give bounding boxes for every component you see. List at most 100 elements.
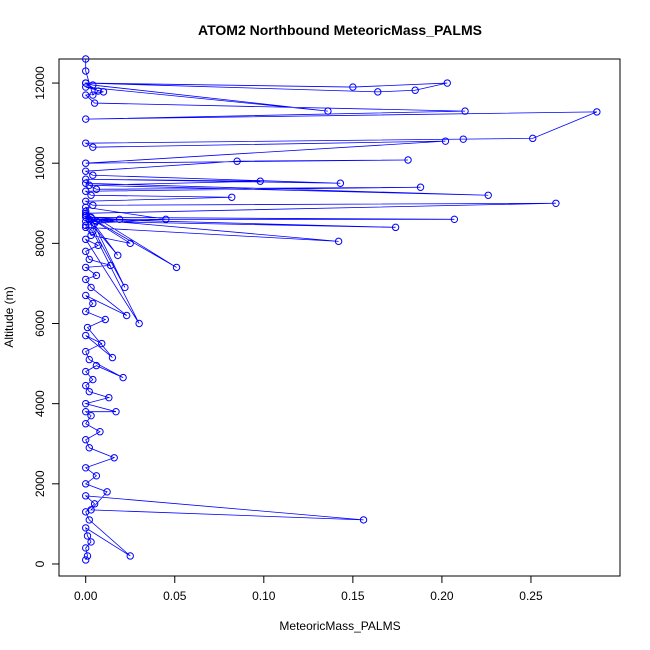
data-point — [82, 480, 90, 488]
data-point — [349, 83, 357, 91]
data-point — [94, 241, 102, 250]
data-point — [135, 319, 143, 328]
data-point — [82, 67, 90, 75]
data-point — [82, 83, 90, 91]
data-point — [82, 179, 90, 187]
data-point — [92, 361, 101, 370]
data-point — [82, 175, 90, 183]
x-tick-label: 0.00 — [74, 589, 98, 603]
data-point — [82, 217, 90, 226]
data-point — [324, 107, 332, 115]
data-point — [82, 55, 90, 63]
data-point — [108, 353, 117, 362]
data-point — [85, 255, 93, 264]
data-point — [110, 454, 118, 462]
y-tick-label: 10000 — [33, 146, 47, 180]
data-point — [98, 339, 106, 348]
data-point — [82, 167, 90, 175]
data-point — [82, 159, 90, 167]
y-tick-label: 12000 — [33, 66, 47, 100]
y-axis-label: Altitude (m) — [2, 286, 16, 347]
data-point — [89, 227, 97, 236]
y-tick-label: 6000 — [33, 310, 47, 337]
data-point — [82, 247, 90, 256]
data-point — [87, 231, 95, 240]
data-point — [172, 263, 181, 272]
data-point — [82, 464, 90, 472]
data-point — [82, 524, 90, 532]
data-point — [89, 375, 97, 384]
series-layer — [82, 55, 601, 564]
data-point — [101, 315, 110, 324]
data-point — [112, 407, 120, 416]
data-point — [82, 381, 90, 390]
data-point — [90, 219, 99, 228]
x-axis-label: MeteoricMass_PALMS — [279, 619, 400, 633]
data-point — [391, 223, 400, 232]
data-point — [94, 87, 102, 95]
y-tick-label: 0 — [33, 560, 47, 567]
data-point — [89, 201, 97, 209]
data-point — [82, 235, 90, 244]
data-point — [90, 99, 99, 107]
data-point — [82, 79, 90, 87]
data-point — [459, 135, 467, 143]
data-point — [115, 215, 124, 224]
data-point — [85, 387, 93, 396]
data-point — [441, 137, 450, 145]
data-point — [256, 177, 264, 185]
data-point — [162, 215, 170, 224]
data-point — [87, 506, 95, 514]
data-point — [106, 261, 115, 270]
data-point — [122, 311, 131, 320]
data-point — [82, 209, 90, 217]
data-point — [119, 373, 127, 382]
data-point — [336, 179, 345, 187]
data-point — [126, 552, 134, 560]
data-point — [85, 516, 93, 524]
x-tick-label: 0.10 — [252, 589, 276, 603]
data-point — [82, 221, 90, 230]
data-point — [82, 492, 90, 500]
data-point — [82, 407, 90, 416]
data-point — [82, 436, 90, 444]
data-point — [82, 187, 90, 195]
data-point — [85, 444, 93, 452]
data-point — [82, 331, 90, 340]
data-point — [82, 307, 90, 316]
data-point — [92, 185, 101, 193]
data-point — [126, 239, 134, 248]
data-point — [82, 347, 90, 356]
data-point — [89, 91, 97, 99]
data-point — [450, 215, 459, 224]
y-tick-label: 4000 — [33, 390, 47, 417]
chart-title: ATOM2 Northbound MeteoricMass_PALMS — [198, 22, 482, 38]
data-point — [529, 134, 537, 143]
data-point — [404, 156, 412, 164]
series-line — [84, 59, 598, 561]
data-point — [82, 139, 90, 147]
data-point — [82, 420, 90, 428]
x-tick-label: 0.15 — [341, 589, 365, 603]
data-point — [82, 291, 90, 300]
data-point — [103, 488, 111, 496]
data-point — [416, 183, 425, 191]
data-point — [461, 107, 469, 115]
data-point — [99, 88, 108, 96]
data-point — [92, 472, 101, 480]
data-point — [82, 263, 90, 272]
data-point — [82, 367, 90, 376]
data-point — [89, 171, 97, 179]
data-point — [87, 411, 95, 420]
data-point — [82, 91, 90, 99]
y-tick-label: 2000 — [33, 470, 47, 497]
data-point — [82, 544, 90, 552]
data-point — [87, 538, 95, 546]
y-tick-label: 8000 — [33, 230, 47, 257]
data-point — [83, 323, 92, 332]
data-point — [114, 251, 122, 260]
data-point — [92, 217, 101, 226]
data-point — [85, 355, 93, 364]
data-point — [374, 88, 382, 96]
data-point — [83, 552, 92, 560]
